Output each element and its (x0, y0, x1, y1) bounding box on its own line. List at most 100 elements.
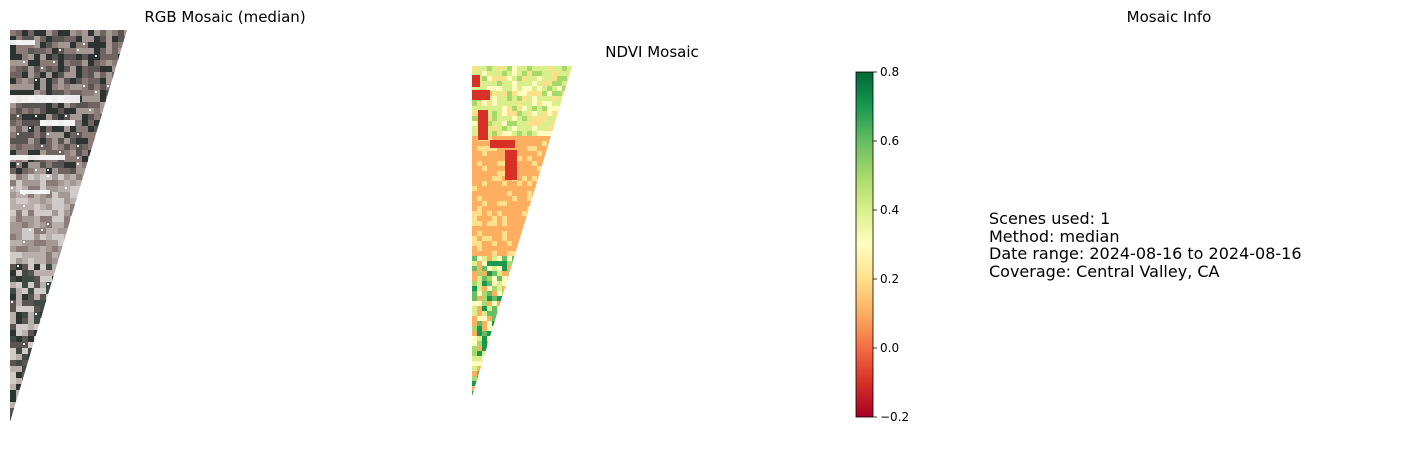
ndvi-pixel (547, 116, 552, 121)
ndvi-pixel (522, 96, 527, 101)
rgb-pixel (34, 180, 40, 186)
rgb-pixel (64, 240, 70, 246)
rgb-pixel (16, 252, 22, 258)
rgb-pixel (70, 306, 76, 312)
rgb-pixel (52, 270, 58, 276)
ndvi-pixel (562, 221, 567, 226)
rgb-pixel (22, 144, 28, 150)
ndvi-pixel (567, 191, 572, 196)
rgb-pixel (16, 180, 22, 186)
rgb-pixel (94, 420, 100, 422)
rgb-pixel (52, 300, 58, 306)
rgb-pixel (82, 174, 88, 180)
rgb-pixel (70, 240, 76, 246)
ndvi-pixel (507, 246, 512, 251)
rgb-pixel (88, 240, 94, 246)
rgb-pixel (10, 276, 16, 282)
rgb-pixel (124, 258, 127, 264)
ndvi-pixel (477, 211, 482, 216)
nodata-pixel (95, 91, 97, 93)
ndvi-pixel (562, 396, 567, 401)
ndvi-pixel (472, 166, 477, 171)
ndvi-pixel (507, 186, 512, 191)
ndvi-pixel (542, 196, 547, 201)
rgb-pixel (28, 252, 34, 258)
rgb-pixel (106, 348, 112, 354)
ndvi-pixel (472, 176, 477, 181)
rgb-pixel (88, 168, 94, 174)
ndvi-pixel (497, 136, 502, 141)
rgb-pixel (28, 342, 34, 348)
rgb-pixel (16, 228, 22, 234)
ndvi-pixel (497, 231, 502, 236)
rgb-pixel (124, 276, 127, 282)
ndvi-pixel (537, 266, 542, 271)
ndvi-pixel (557, 266, 562, 271)
ndvi-pixel (492, 361, 497, 366)
ndvi-pixel (482, 216, 487, 221)
ndvi-pixel (507, 361, 512, 366)
rgb-pixel (106, 210, 112, 216)
rgb-pixel (52, 312, 58, 318)
rgb-pixel (46, 210, 52, 216)
rgb-pixel (22, 318, 28, 324)
rgb-pixel (46, 264, 52, 270)
nodata-pixel (125, 73, 127, 75)
ndvi-pixel (572, 76, 577, 81)
ndvi-pixel (542, 176, 547, 181)
rgb-pixel (64, 372, 70, 378)
rgb-pixel (16, 54, 22, 60)
nodata-pixel (113, 193, 115, 195)
rgb-pixel (64, 408, 70, 414)
rgb-pixel (124, 282, 127, 288)
nodata-pixel (47, 133, 49, 135)
ndvi-pixel (487, 206, 492, 211)
rgb-pixel (70, 132, 76, 138)
rgb-pixel (106, 324, 112, 330)
rgb-pixel (124, 246, 127, 252)
colorbar-tick-label: 0.2 (880, 272, 899, 286)
ndvi-pixel (502, 381, 507, 386)
rgb-pixel (112, 120, 118, 126)
ndvi-pixel (517, 216, 522, 221)
ndvi-pixel (487, 286, 492, 291)
rgb-pixel (112, 282, 118, 288)
rgb-pixel (94, 138, 100, 144)
rgb-pixel (94, 120, 100, 126)
ndvi-pixel (567, 341, 572, 346)
ndvi-pixel (472, 296, 477, 301)
rgb-pixel (40, 240, 46, 246)
rgb-pixel (28, 180, 34, 186)
rgb-pixel (94, 216, 100, 222)
ndvi-pixel (517, 116, 522, 121)
rgb-pixel (100, 192, 106, 198)
ndvi-pixel (537, 216, 542, 221)
rgb-pixel (46, 78, 52, 84)
rgb-pixel (16, 30, 22, 36)
rgb-pixel (118, 150, 124, 156)
rgb-pixel (40, 252, 46, 258)
rgb-pixel (40, 30, 46, 36)
ndvi-pixel (532, 366, 537, 371)
rgb-pixel (100, 420, 106, 422)
nodata-pixel (29, 229, 31, 231)
rgb-pixel (106, 30, 112, 36)
low-ndvi-feature (505, 150, 517, 180)
ndvi-pixel (482, 301, 487, 306)
ndvi-pixel (552, 166, 557, 171)
rgb-pixel (46, 240, 52, 246)
rgb-pixel (100, 186, 106, 192)
ndvi-pixel (537, 191, 542, 196)
ndvi-pixel (527, 136, 532, 141)
ndvi-pixel (542, 316, 547, 321)
ndvi-pixel (497, 216, 502, 221)
ndvi-pixel (567, 371, 572, 376)
ndvi-pixel (502, 221, 507, 226)
nodata-pixel (41, 67, 43, 69)
ndvi-pixel (492, 96, 497, 101)
ndvi-pixel (512, 116, 517, 121)
rgb-pixel (76, 198, 82, 204)
ndvi-pixel (522, 391, 527, 396)
ndvi-pixel (507, 131, 512, 136)
rgb-pixel (34, 144, 40, 150)
